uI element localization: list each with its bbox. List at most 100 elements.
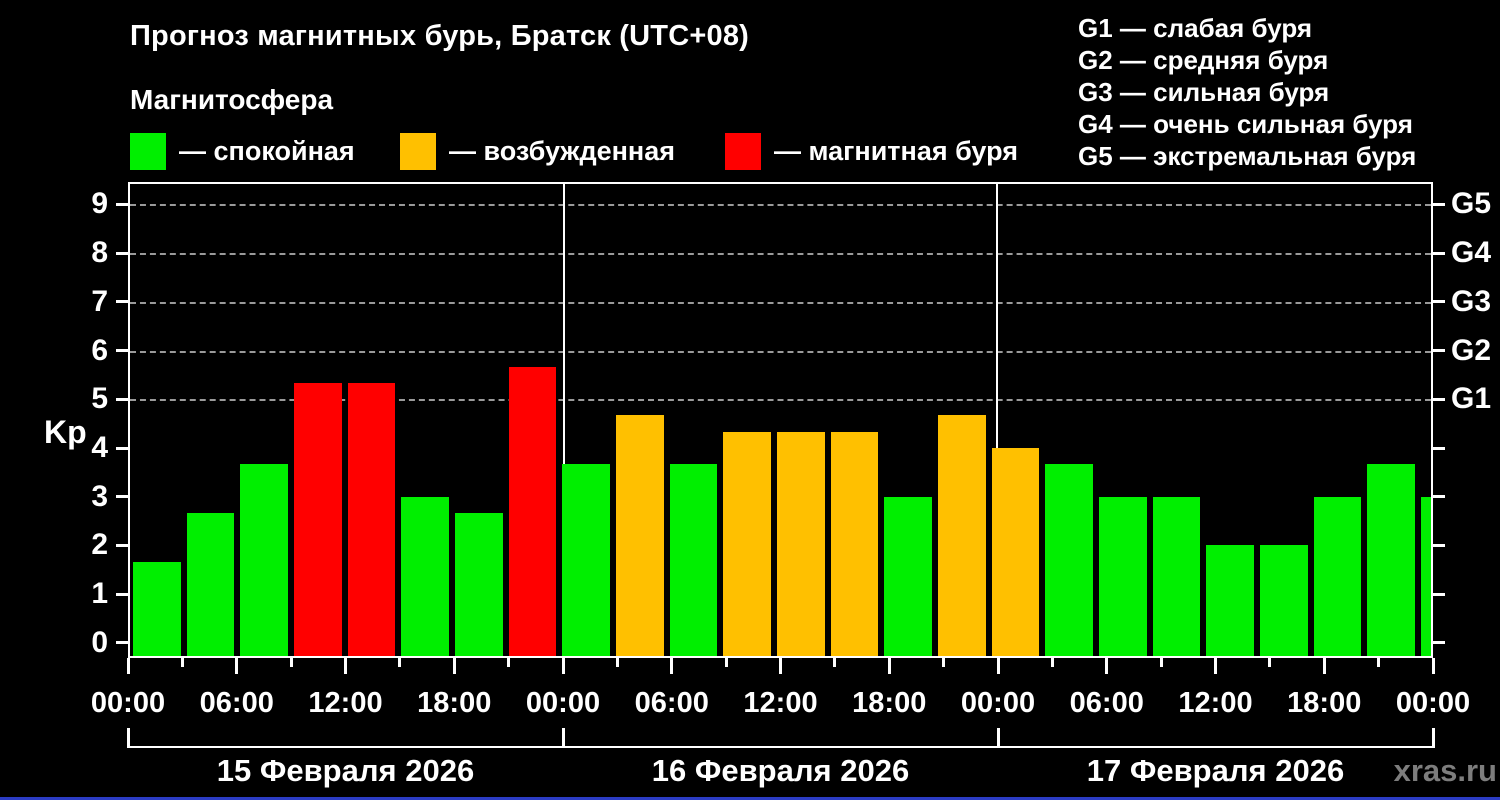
legend-item-quiet: — спокойная (130, 133, 355, 170)
chart-subtitle: Магнитосфера (130, 84, 334, 115)
legend-label-storm: — магнитная буря (774, 136, 1018, 166)
right-axis-tick (1433, 349, 1445, 353)
plot-area (128, 182, 1433, 658)
x-axis-major-tick (235, 658, 239, 674)
x-axis-minor-tick (724, 658, 728, 667)
y-axis-tick (116, 397, 128, 401)
kp-bar (1099, 496, 1147, 656)
x-axis-minor-tick (289, 658, 293, 667)
x-axis-minor-tick (833, 658, 837, 667)
x-axis-time-label: 00:00 (960, 687, 1036, 719)
kp-bar (938, 415, 986, 656)
x-axis-time-label: 06:00 (1069, 687, 1144, 719)
x-axis-time-label: 18:00 (417, 687, 492, 719)
y-axis-label: 7 (91, 284, 108, 318)
x-axis-major-tick (1105, 658, 1109, 674)
kp-bar (1152, 496, 1201, 656)
g-axis-label: G2 (1451, 333, 1492, 367)
legend-label-quiet: — спокойная (179, 136, 355, 166)
y-axis-tick (116, 202, 128, 206)
date-bracket-tick (996, 728, 1000, 748)
g-legend-line: G2 — средняя буря (1078, 45, 1329, 75)
x-axis-minor-tick (1268, 658, 1272, 667)
kp-bar (1260, 545, 1308, 656)
x-axis-minor-tick (507, 658, 511, 667)
quiet-swatch-icon (130, 133, 166, 170)
x-axis-minor-tick (1377, 658, 1381, 667)
y-axis-label: 3 (91, 479, 108, 513)
kp-bar (1421, 496, 1431, 656)
date-bracket (128, 746, 1433, 748)
kp-bar (669, 464, 718, 656)
right-axis-tick (1433, 446, 1445, 450)
y-axis-tick (116, 349, 128, 353)
y-axis-title: Kp (44, 414, 87, 450)
x-axis-major-tick (561, 658, 565, 674)
x-axis-major-tick (344, 658, 347, 674)
x-axis-time-label: 00:00 (90, 687, 166, 719)
g-legend-line: G3 — сильная буря (1078, 77, 1330, 107)
kp-bar (1045, 464, 1093, 656)
right-axis-tick (1433, 397, 1445, 401)
x-axis-major-tick (779, 658, 782, 674)
x-axis-major-tick (670, 658, 674, 674)
kp-bar (1206, 545, 1254, 656)
date-bracket-tick (126, 728, 130, 748)
gridline-kp7 (130, 301, 1431, 304)
kp-bar (777, 431, 825, 656)
x-axis-time-label: 00:00 (525, 687, 601, 719)
kp-bar (830, 431, 879, 656)
x-axis-major-tick (126, 658, 130, 674)
date-label: 15 Февраля 2026 (216, 753, 475, 788)
day-separator (562, 184, 565, 465)
gridline-kp8 (130, 253, 1431, 256)
y-axis-tick (116, 592, 128, 596)
x-axis-major-tick (996, 658, 1000, 674)
right-axis-tick (1433, 641, 1445, 645)
y-axis-tick (116, 446, 128, 450)
g-axis-label: G1 (1451, 382, 1492, 416)
kp-bar (1313, 496, 1362, 656)
right-axis-tick (1433, 592, 1445, 596)
x-axis-time-label: 00:00 (1395, 687, 1471, 719)
y-axis-label: 9 (91, 187, 108, 221)
g-legend-line: G4 — очень сильная буря (1078, 109, 1413, 139)
g-axis-label: G5 (1451, 187, 1492, 221)
legend-label-excited: — возбужденная (449, 136, 675, 166)
date-label: 16 Февраля 2026 (651, 753, 910, 788)
y-axis-tick (116, 251, 128, 255)
x-axis-minor-tick (1050, 658, 1054, 667)
x-axis-time-label: 06:00 (634, 687, 709, 719)
right-axis-tick (1433, 495, 1445, 499)
gridline-kp9 (130, 204, 1431, 207)
kp-bar (401, 496, 449, 656)
x-axis-major-tick (452, 658, 456, 674)
kp-bar (455, 512, 503, 656)
gridline-kp5 (130, 399, 1431, 402)
kp-bar (186, 512, 235, 656)
g-scale-legend: G1 — слабая буря G2 — средняя буря G3 — … (1078, 12, 1416, 172)
storm-swatch-icon (725, 133, 761, 170)
x-axis-minor-tick (398, 658, 402, 667)
date-bracket-tick (1431, 728, 1435, 748)
x-axis-time-label: 18:00 (852, 687, 927, 719)
y-axis-label: 5 (91, 382, 108, 416)
right-axis-tick (1433, 251, 1445, 255)
y-axis-label: 8 (91, 236, 108, 270)
kp-bar (294, 383, 342, 656)
x-axis-minor-tick (1159, 658, 1163, 667)
kp-bar (616, 415, 664, 656)
right-axis-tick (1433, 543, 1445, 547)
date-label: 17 Февраля 2026 (1086, 753, 1345, 788)
excited-swatch-icon (400, 133, 436, 170)
x-axis-time-label: 12:00 (743, 687, 818, 719)
kp-bar (508, 366, 557, 656)
y-axis-tick (116, 495, 128, 499)
y-axis-label: 2 (91, 528, 108, 562)
y-axis-tick (116, 300, 128, 304)
legend-item-excited: — возбужденная (400, 133, 675, 170)
y-axis-label: 6 (91, 333, 108, 367)
y-axis-label: 1 (91, 577, 108, 611)
y-axis-label: 4 (91, 431, 108, 464)
